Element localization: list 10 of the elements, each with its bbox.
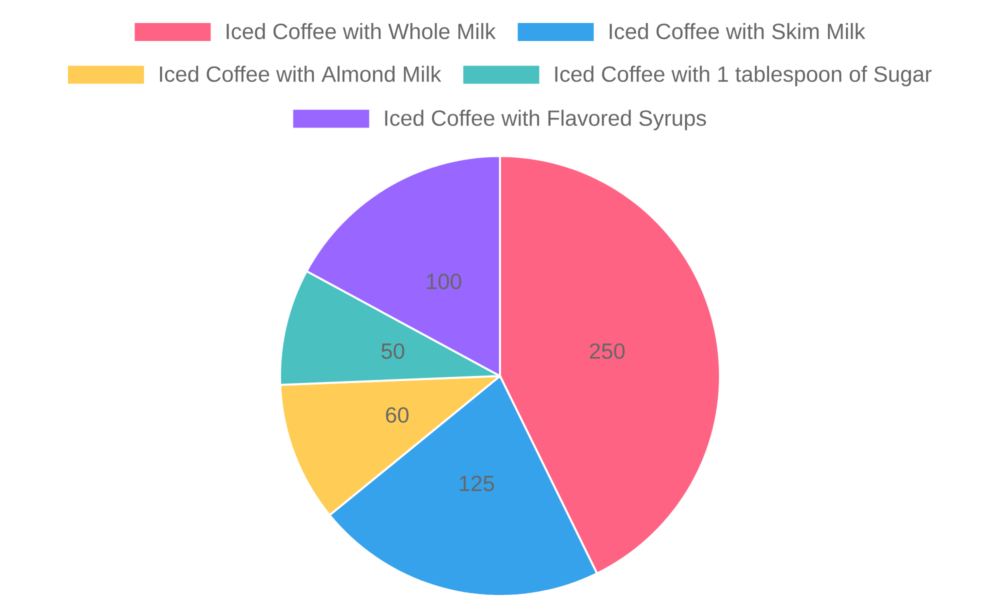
legend-label: Iced Coffee with Flavored Syrups xyxy=(385,110,706,130)
data-label: 125 xyxy=(460,476,494,492)
legend-label: Iced Coffee with Almond Milk xyxy=(160,66,442,82)
legend-label: Iced Coffee with Whole Milk xyxy=(226,23,496,40)
data-label: 250 xyxy=(590,343,625,359)
legend-label: Iced Coffee with Skim Milk xyxy=(610,23,866,40)
legend-label: Iced Coffee with 1 tablespoon of Sugar xyxy=(555,66,932,86)
data-label: 50 xyxy=(382,343,404,359)
data-label: 100 xyxy=(427,274,462,290)
data-label: 60 xyxy=(386,407,409,423)
